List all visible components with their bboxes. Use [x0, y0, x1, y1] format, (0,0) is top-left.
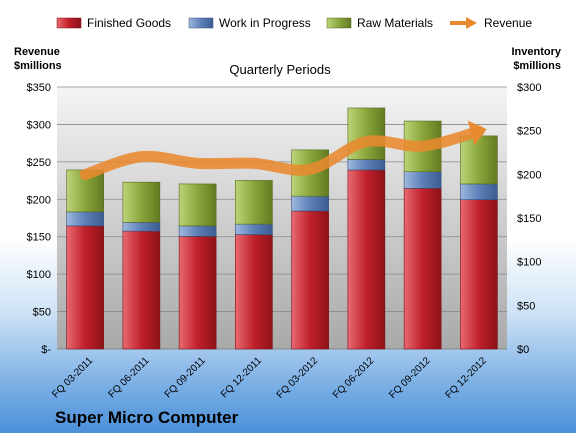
legend-label-finished-goods: Finished Goods [87, 16, 171, 30]
category-label: FQ 06-2012 [331, 355, 377, 401]
legend-swatch-work-in-progress [188, 17, 214, 29]
category-labels: FQ 03-2011 FQ 06-2011 FQ 09-2011 FQ 12-2011… [50, 355, 489, 401]
bar-work-in-progress [403, 171, 442, 189]
left-axis-label-line2: $millions [14, 60, 62, 72]
right-tick-label: $0 [517, 344, 529, 356]
legend-label-raw-materials: Raw Materials [357, 16, 433, 30]
right-tick-label: $100 [517, 257, 541, 269]
company-name: Super Micro Computer [55, 408, 239, 427]
bar-finished-goods [122, 230, 161, 350]
left-tick-label: $200 [27, 194, 51, 206]
bar-finished-goods [66, 225, 104, 350]
right-tick-label: $150 [517, 213, 541, 225]
chart-title: Quarterly Periods [229, 62, 331, 77]
right-tick-label: $50 [517, 300, 535, 312]
left-tick-label: $300 [27, 119, 51, 131]
legend: Finished Goods Work in Progress Raw Mate… [56, 16, 532, 30]
revenue-line [79, 120, 487, 181]
bar-finished-goods [291, 210, 329, 350]
category-label: FQ 12-2011 [219, 355, 264, 400]
category-label: FQ 09-2011 [163, 355, 208, 400]
category-label: FQ 03-2012 [275, 355, 321, 401]
left-tick-label: $50 [33, 307, 51, 319]
bar-raw-materials [460, 135, 498, 185]
bar-raw-materials [122, 181, 161, 223]
category-label: FQ 12-2012 [443, 355, 489, 401]
category-label: FQ 06-2011 [107, 355, 152, 400]
bar-work-in-progress [122, 222, 161, 232]
bar-finished-goods [460, 199, 498, 350]
left-tick-label: $250 [27, 157, 51, 169]
bar-work-in-progress [66, 211, 104, 227]
bar-finished-goods [235, 234, 273, 350]
right-axis-label-line2: $millions [513, 60, 561, 72]
legend-swatch-finished-goods [56, 17, 82, 29]
right-tick-label: $300 [517, 82, 541, 94]
bar-work-in-progress [347, 159, 386, 171]
left-tick-label: $100 [27, 269, 51, 281]
legend-swatch-revenue [450, 17, 477, 29]
bar-work-in-progress [235, 223, 273, 235]
bar-raw-materials [178, 183, 217, 227]
category-label: FQ 09-2012 [387, 355, 433, 401]
right-axis-ticks: $0 $50 $100 $150 $200 $250 $300 [517, 82, 541, 356]
bar-finished-goods [178, 236, 217, 350]
left-tick-label: $- [41, 344, 51, 356]
bar-work-in-progress [460, 183, 498, 200]
category-label: FQ 03-2011 [50, 355, 95, 400]
legend-label-work-in-progress: Work in Progress [219, 16, 311, 30]
bar-finished-goods [347, 169, 386, 350]
left-axis-ticks: $- $50 $100 $150 $200 $250 $300 $350 [27, 82, 52, 356]
legend-swatch-raw-materials [326, 17, 352, 29]
bar-work-in-progress [291, 195, 329, 212]
bar-raw-materials [235, 180, 273, 225]
bar-finished-goods [403, 188, 442, 350]
right-tick-label: $200 [517, 169, 541, 181]
right-axis-label-line1: Inventory [511, 46, 561, 58]
legend-label-revenue: Revenue [484, 16, 532, 30]
bar-work-in-progress [178, 225, 217, 237]
revenue-line-path [79, 125, 485, 181]
revenue-arrowhead [467, 120, 487, 146]
right-tick-label: $250 [517, 126, 541, 138]
left-tick-label: $150 [27, 232, 51, 244]
left-axis-label-line1: Revenue [14, 46, 60, 58]
left-tick-label: $350 [27, 82, 51, 94]
